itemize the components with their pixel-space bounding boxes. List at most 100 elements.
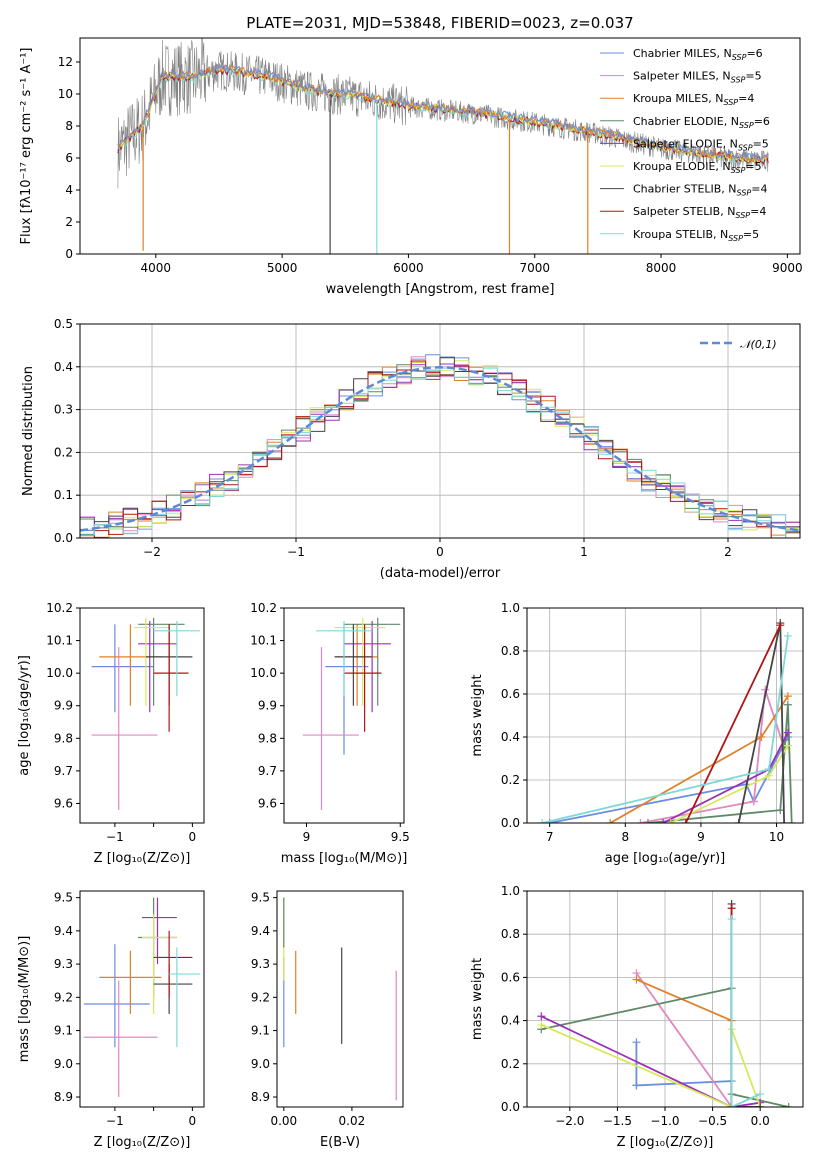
age-Z-ytick-label: 9.7 <box>54 764 73 778</box>
age-Z-ytick-label: 10.2 <box>46 601 73 615</box>
weight-marker <box>727 915 736 924</box>
weight-series-line <box>647 704 793 823</box>
spectrum-frame <box>79 37 801 255</box>
age-Z-ytick-label: 10.0 <box>46 666 73 680</box>
mass-EBV-xlabel: E(B-V) <box>320 1135 360 1150</box>
mass-EBV-frame <box>276 890 404 1108</box>
age-mass-xtick-label: 9.5 <box>391 830 410 844</box>
normal-curve <box>80 366 800 532</box>
mass-Z-frame <box>79 890 205 1108</box>
weight-marker <box>643 819 652 823</box>
residuals-ytick-label: 0.2 <box>54 445 73 459</box>
spectrum-ytick-label: 4 <box>65 183 73 197</box>
mass-Z-ytick-label: 8.9 <box>54 1090 73 1104</box>
legend-label: Chabrier ELODIE, NSSP=6 <box>633 115 770 130</box>
legend-label: Salpeter MILES, NSSP=5 <box>633 70 762 85</box>
legend-label-sub: SSP <box>728 234 743 243</box>
weight-series-line <box>684 624 782 823</box>
legend-label-suffix: =5 <box>743 228 759 241</box>
legend-label-suffix: =5 <box>753 137 769 150</box>
weight-marker <box>756 1103 765 1107</box>
legend-label-name: Chabrier MILES, N <box>633 47 732 60</box>
weight-Z-ytick-label: 0.6 <box>501 970 520 984</box>
legend-label-suffix: =4 <box>738 92 754 105</box>
spectrum-ylabel: Flux [fλ10⁻¹⁷ erg cm⁻² s⁻¹ A⁻¹] <box>19 48 34 245</box>
residuals-xtick-label: 0 <box>436 545 444 559</box>
legend-label-sub: SSP <box>735 211 750 220</box>
weight-age-xlabel: age [log₁₀(age/yr)] <box>605 851 726 866</box>
legend-label-name: Kroupa ELODIE, N <box>633 160 731 173</box>
legend-label-name: Chabrier STELIB, N <box>633 183 737 196</box>
weight-Z-xtick-label: −2.0 <box>555 1114 584 1128</box>
legend-label-sub: SSP <box>738 143 753 152</box>
age-Z-frame <box>79 607 205 824</box>
weight-Z-xlabel: Z [log₁₀(Z/Z⊙)] <box>617 1135 714 1150</box>
weight-series-line <box>640 689 785 823</box>
weight-marker <box>783 692 792 701</box>
weight-age-xtick-label: 7 <box>546 830 554 844</box>
weight-series-line <box>635 972 761 1107</box>
weight-age-ytick-label: 0.0 <box>501 816 520 830</box>
residuals-axes: −2 −1 0 1 2 0.0 0.1 0.2 0.3 0.4 0.5 (data-model)/er… <box>21 317 800 581</box>
legend-label-sub: SSP <box>723 98 738 107</box>
residuals-ytick-label: 0.1 <box>54 488 73 502</box>
age-Z-ytick-label: 9.9 <box>54 699 73 713</box>
weight-marker <box>537 1012 546 1021</box>
legend-label-sub: SSP <box>739 121 754 130</box>
age-mass-ytick-label: 9.7 <box>258 764 277 778</box>
age-Z-xtick-label: 0 <box>189 830 197 844</box>
mass-Z-ytick-label: 9.1 <box>54 1024 73 1038</box>
weight-Z-ylabel: mass weight <box>470 958 485 1040</box>
weight-age-axes: 7 8 9 10 0.0 0.2 0.4 0.6 0.8 1.0 age [log₁₀(age/yr… <box>470 601 803 866</box>
mass-EBV-ytick-label: 9.3 <box>251 957 270 971</box>
legend-label-name: Salpeter ELODIE, N <box>633 137 738 150</box>
weight-series-line <box>540 1015 761 1107</box>
weight-series-line <box>635 1042 761 1107</box>
legend-label: Chabrier STELIB, NSSP=4 <box>633 183 767 198</box>
age-Z-ylabel: age [log₁₀(age/yr)] <box>17 655 32 776</box>
legend-label-sub: SSP <box>737 189 752 198</box>
weight-Z-ytick-label: 0.2 <box>501 1057 520 1071</box>
mass-EBV-ytick-label: 8.9 <box>251 1090 270 1104</box>
residuals-ytick-label: 0.4 <box>54 360 73 374</box>
mass-EBV-ytick-label: 9.5 <box>251 891 270 905</box>
legend-label-name: Chabrier ELODIE, N <box>633 115 739 128</box>
spectrum-ytick-label: 6 <box>65 151 73 165</box>
mass-Z-xtick-label: −1 <box>106 1114 124 1128</box>
spectrum-xlabel: wavelength [Angstrom, rest frame] <box>326 282 555 297</box>
weight-Z-ytick-label: 1.0 <box>501 884 520 898</box>
age-mass-axes: 9 9.5 9.6 9.7 9.8 9.9 10.0 10.1 10.2 mass [log₁₀(… <box>250 601 410 866</box>
legend-label-suffix: =4 <box>751 183 767 196</box>
weight-age-plot <box>538 619 796 823</box>
age-Z-plot <box>91 617 201 810</box>
weight-marker <box>783 728 792 737</box>
mass-Z-ytick-label: 9.0 <box>54 1057 73 1071</box>
weight-Z-ytick-label: 0.4 <box>501 1014 520 1028</box>
legend-label: Kroupa MILES, NSSP=4 <box>633 92 754 107</box>
weight-marker <box>783 741 792 750</box>
weight-marker <box>632 975 641 984</box>
legend-label-suffix: =5 <box>745 160 761 173</box>
legend-label: Kroupa ELODIE, NSSP=5 <box>633 160 762 175</box>
age-Z-axes: −1 0 9.6 9.7 9.8 9.9 10.0 10.1 10.2 Z [log₁₀(Z/Z⊙… <box>17 601 196 866</box>
weight-marker <box>756 1090 765 1099</box>
spectrum-ytick-label: 2 <box>65 215 73 229</box>
mass-EBV-ytick-label: 9.2 <box>251 990 270 1004</box>
residuals-frame <box>79 323 801 539</box>
legend-label: 𝒩(0,1) <box>740 338 777 351</box>
spectrum-xtick-label: 5000 <box>267 261 298 275</box>
weight-marker <box>749 797 758 806</box>
residuals-xtick-label: −1 <box>287 545 305 559</box>
legend-label-sub: SSP <box>731 166 746 175</box>
legend-label-name: Kroupa STELIB, N <box>633 228 728 241</box>
spectrum-ytick-label: 0 <box>65 247 73 261</box>
mass-EBV-plot <box>283 897 397 1101</box>
spectrum-ytick-label: 12 <box>58 55 73 69</box>
weight-Z-frame <box>526 890 804 1108</box>
mass-Z-axes: −1 0 8.9 9.0 9.1 9.2 9.3 9.4 9.5 Z [log₁₀(Z/Z⊙)] m… <box>17 891 196 1150</box>
legend-label-suffix: =6 <box>754 115 770 128</box>
legend-label-sub: SSP <box>732 53 747 62</box>
weight-marker <box>659 819 668 823</box>
residuals-xlabel: (data-model)/error <box>380 566 501 581</box>
weight-marker <box>734 819 743 823</box>
